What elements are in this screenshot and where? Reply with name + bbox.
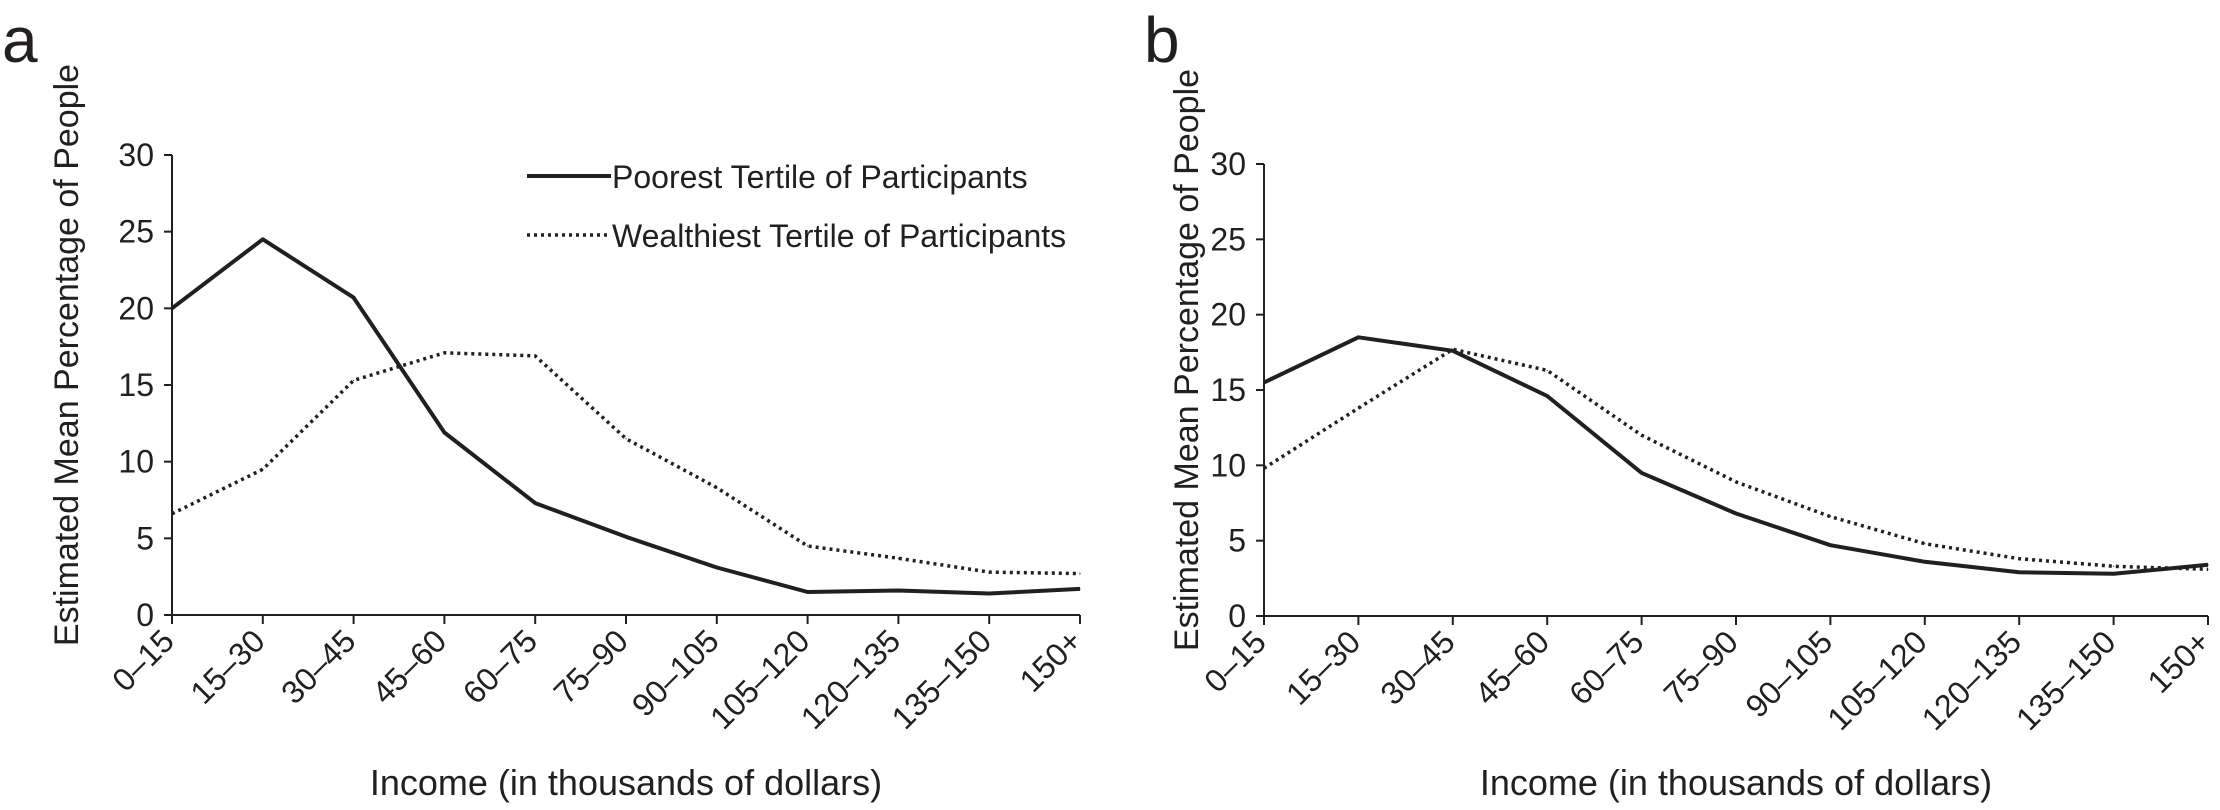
x-tick-label: 150+ <box>1013 622 1089 698</box>
y-axis-label: Estimated Mean Percentage of People <box>48 64 86 646</box>
legend-label: Poorest Tertile of Participants <box>612 159 1028 195</box>
data-point-solid <box>1829 544 1831 546</box>
data-point-dotted <box>443 352 445 354</box>
data-point-solid <box>2018 571 2020 573</box>
data-point-dotted <box>807 545 809 547</box>
x-tick-label: 120–135 <box>1915 623 2029 737</box>
x-tick-label: 45–60 <box>1468 623 1556 711</box>
series-line-dotted <box>1263 347 2209 572</box>
data-point-dotted <box>2018 558 2020 560</box>
y-tick-label: 10 <box>1210 447 1246 483</box>
data-point-dotted <box>2207 568 2209 570</box>
data-point-solid <box>1263 381 1265 384</box>
series-line-solid <box>170 237 1081 596</box>
x-tick-label: 60–75 <box>456 622 544 710</box>
x-tick-label: 105–120 <box>703 622 817 736</box>
data-point-solid <box>716 566 718 569</box>
data-point-solid <box>2207 564 2209 566</box>
data-point-dotted <box>171 513 173 515</box>
y-tick-label: 30 <box>118 137 154 173</box>
data-point-dotted <box>716 487 718 489</box>
x-tick-label: 15–30 <box>1279 623 1367 711</box>
y-tick-label: 25 <box>118 214 154 250</box>
data-point-dotted <box>1546 369 1548 372</box>
data-point-solid <box>262 238 264 240</box>
data-point-solid <box>897 589 900 592</box>
x-tick-label: 135–150 <box>2009 623 2123 737</box>
y-tick-label: 0 <box>1228 598 1246 634</box>
y-axis-label: Estimated Mean Percentage of People <box>1168 69 1206 651</box>
panel-label: a <box>2 4 38 76</box>
data-point-solid <box>1357 336 1359 338</box>
legend-label: Wealthiest Tertile of Participants <box>612 218 1066 254</box>
y-tick-label: 25 <box>1210 221 1246 257</box>
data-point-solid <box>807 591 809 593</box>
x-axis-label: Income (in thousands of dollars) <box>1480 762 1992 803</box>
x-tick-label: 150+ <box>2141 623 2217 699</box>
data-point-dotted <box>897 557 900 559</box>
x-tick-label: 105–120 <box>1820 623 1934 737</box>
data-point-solid <box>443 431 445 434</box>
series-line-solid <box>1263 335 2209 576</box>
data-point-solid <box>171 307 173 309</box>
x-tick-label: 30–45 <box>1373 623 1461 711</box>
data-point-solid <box>1079 588 1081 590</box>
data-point-dotted <box>1641 434 1643 436</box>
data-point-dotted <box>534 355 536 357</box>
data-point-dotted <box>1357 407 1359 409</box>
x-tick-label: 30–45 <box>274 622 362 710</box>
y-tick-label: 15 <box>118 367 154 403</box>
data-point-dotted <box>1263 467 1265 469</box>
x-tick-label: 15–30 <box>183 622 271 710</box>
y-tick-label: 20 <box>118 290 154 326</box>
x-tick-label: 0–15 <box>1197 623 1273 699</box>
data-point-solid <box>2113 573 2115 575</box>
x-tick-label: 45–60 <box>365 622 453 710</box>
x-tick-label: 60–75 <box>1562 623 1650 711</box>
panel-b: b 0 5 10 15 20 25 30 0–15 15–30 30–45 45–60 60–75 75–… <box>1144 4 2217 803</box>
data-point-solid <box>988 592 990 595</box>
data-point-dotted <box>1452 348 1454 350</box>
panel-label: b <box>1144 4 1180 76</box>
data-point-dotted <box>988 571 990 573</box>
data-point-dotted <box>353 379 355 381</box>
y-tick-label: 10 <box>118 444 154 480</box>
data-point-dotted <box>1924 543 1926 545</box>
x-tick-label: 75–90 <box>547 622 635 710</box>
data-point-solid <box>1452 350 1454 352</box>
panel-a: a 0 5 10 15 20 25 30 0–15 15–30 30–45 45–60 60–75 75–… <box>2 4 1089 803</box>
y-tick-label: 15 <box>1210 372 1246 408</box>
x-tick-label: 0–15 <box>105 622 181 698</box>
data-point-dotted <box>262 468 264 470</box>
x-tick-label: 120–135 <box>794 622 908 736</box>
data-point-dotted <box>1735 481 1737 483</box>
series-line-dotted <box>171 351 1081 576</box>
x-axis-label: Income (in thousands of dollars) <box>370 762 882 803</box>
y-tick-label: 30 <box>1210 146 1246 182</box>
data-point-dotted <box>1829 515 1831 518</box>
data-point-solid <box>1924 561 1926 563</box>
data-point-solid <box>353 297 355 299</box>
data-point-solid <box>534 502 536 504</box>
data-point-solid <box>1641 472 1643 474</box>
data-point-dotted <box>2113 565 2115 567</box>
data-point-solid <box>1546 395 1548 397</box>
data-point-solid <box>1735 512 1737 515</box>
data-point-dotted <box>625 438 627 440</box>
y-tick-label: 0 <box>136 597 154 633</box>
data-point-solid <box>625 536 627 538</box>
x-tick-label: 75–90 <box>1657 623 1745 711</box>
y-tick-label: 5 <box>1228 523 1246 559</box>
data-point-dotted <box>1079 573 1081 575</box>
y-tick-label: 20 <box>1210 297 1246 333</box>
x-tick-label: 135–150 <box>885 622 999 736</box>
y-tick-label: 5 <box>136 520 154 556</box>
